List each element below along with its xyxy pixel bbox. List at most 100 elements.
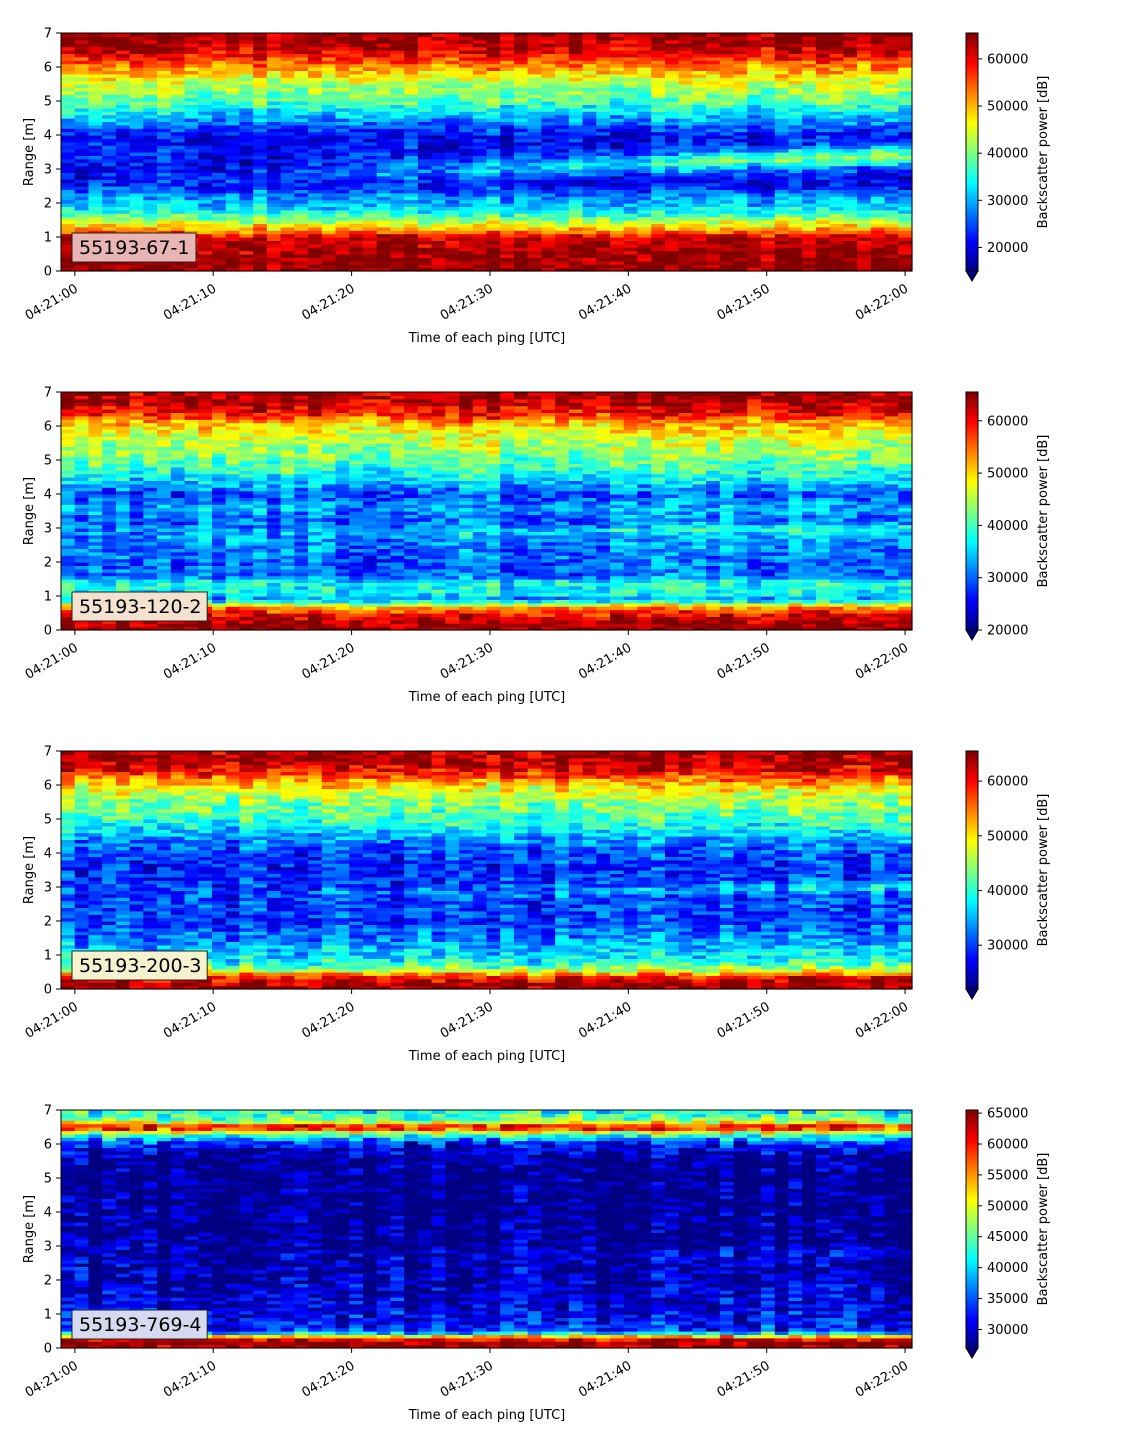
heatmap-cell [802,220,817,224]
heatmap-cell [678,138,693,143]
heatmap-cell [239,223,254,228]
heatmap-cell [349,196,364,201]
heatmap-cell [280,230,295,235]
heatmap-cell [88,124,103,129]
heatmap-cell [308,77,323,82]
heatmap-cell [321,186,337,190]
heatmap-cell [761,233,776,238]
heatmap-cell [102,514,117,519]
heatmap-cell [857,73,872,78]
heatmap-cell [170,226,186,231]
heatmap-cell [61,599,76,604]
heatmap-cell [404,36,419,41]
heatmap-cell [61,186,76,190]
heatmap-cell [253,230,268,235]
y-tick-label: 6 [44,61,52,76]
heatmap-cell [870,111,886,116]
heatmap-cell [513,189,529,194]
heatmap-cell [719,155,735,160]
heatmap-cell [143,179,158,184]
heatmap-cell [747,135,762,139]
colorbar-segment [966,229,978,232]
heatmap-cell [459,145,474,150]
heatmap-cell [513,63,529,68]
heatmap-cell [857,60,872,65]
heatmap-cell [610,254,625,258]
heatmap-cell [898,240,913,245]
heatmap-cell [568,87,584,92]
heatmap-cell [486,80,501,85]
heatmap-cell [431,189,446,194]
heatmap-cell [61,70,76,75]
heatmap-cell [857,107,872,112]
heatmap-cell [115,264,131,269]
heatmap-cell [390,73,405,78]
heatmap-cell [815,101,831,105]
heatmap-cell [843,203,858,207]
heatmap-cell [459,158,474,163]
heatmap-cell [102,507,117,512]
heatmap-cell [651,128,666,133]
heatmap-cell [61,460,76,464]
colorbar-segment [966,58,978,62]
heatmap-cell [610,237,625,241]
heatmap-cell [761,118,776,122]
heatmap-cell [390,107,405,112]
heatmap-cell [884,107,899,112]
colorbar-segment [966,126,978,129]
heatmap-cell [417,128,433,133]
heatmap-cell [390,264,405,269]
heatmap-cell [349,53,364,58]
heatmap-cell [74,104,90,109]
heatmap-cell [170,111,186,116]
heatmap-cell [664,240,680,245]
heatmap-cell [843,43,858,48]
heatmap-cell [239,247,254,252]
heatmap-cell [102,94,117,99]
heatmap-cell [129,497,144,502]
heatmap-cell [733,260,748,265]
heatmap-cell [335,179,350,184]
heatmap-cell [362,77,378,82]
heatmap-cell [266,84,282,88]
heatmap-cell [664,107,680,112]
heatmap-cell [829,220,844,224]
heatmap-cell [664,111,680,116]
heatmap-cell [61,592,76,597]
heatmap-cell [555,111,570,116]
heatmap-cell [308,114,323,119]
colorbar-segment [966,144,978,147]
heatmap-cell [308,138,323,143]
heatmap-cell [802,237,817,241]
heatmap-cell [747,90,762,95]
heatmap-cell [88,456,103,461]
heatmap-cell [623,121,639,126]
heatmap-cell [802,216,817,221]
heatmap-cell [88,507,103,512]
heatmap-cell [637,226,652,231]
heatmap-cell [129,623,144,628]
heatmap-cell [802,118,817,122]
heatmap-cell [102,203,117,207]
heatmap-cell [774,131,790,136]
heatmap-cell [623,206,639,211]
heatmap-cell [802,39,817,44]
heatmap-cell [308,260,323,265]
heatmap-cell [733,39,748,44]
heatmap-cell [294,247,309,252]
heatmap-cell [88,439,103,444]
heatmap-cell [898,220,913,224]
heatmap-cell [445,186,460,190]
heatmap-cell [88,33,103,37]
heatmap-cell [637,247,652,252]
heatmap-cell [610,240,625,245]
heatmap-cell [486,138,501,143]
heatmap-cell [253,186,268,190]
heatmap-cell [143,565,158,570]
heatmap-cell [719,33,735,37]
heatmap-cell [870,199,886,204]
heatmap-cell [115,500,131,505]
heatmap-cell [747,182,762,187]
heatmap-cell [678,254,693,258]
